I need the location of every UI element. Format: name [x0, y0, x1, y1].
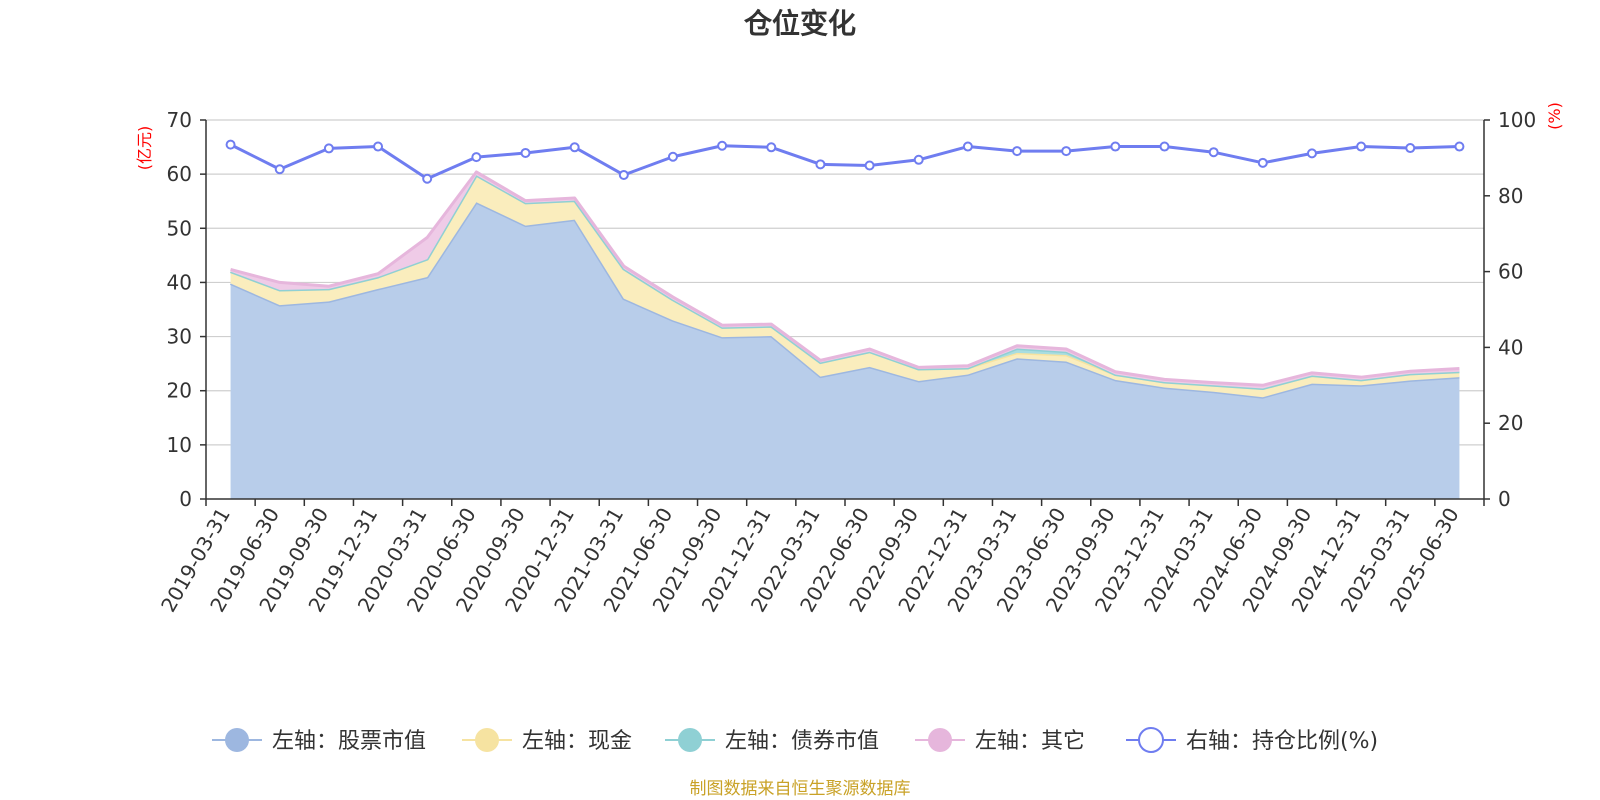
right-tick-label: 40 — [1498, 335, 1523, 359]
left-tick-label: 20 — [167, 379, 192, 403]
legend-item[interactable]: 左轴：股票市值 — [212, 728, 426, 754]
ratio-point — [569, 142, 580, 153]
ratio-line — [229, 143, 1460, 181]
left-tick-label: 50 — [167, 216, 192, 240]
ratio-point — [1454, 141, 1465, 152]
area-series — [229, 170, 1460, 499]
ratio-point — [667, 151, 678, 162]
legend-marker — [678, 728, 702, 752]
ratio-point — [520, 147, 531, 158]
ratio-point — [1061, 146, 1072, 157]
chart-title: 仓位变化 — [744, 7, 856, 40]
right-tick-label: 60 — [1498, 260, 1523, 284]
ratio-point — [913, 154, 924, 165]
legend-item[interactable]: 右轴：持仓比例(%) — [1126, 727, 1378, 754]
legend: 左轴：股票市值 左轴：现金 左轴：债券市值 左轴：其它 右轴：持仓比例(%) — [212, 727, 1378, 754]
ratio-point — [618, 169, 629, 180]
source-note: 制图数据来自恒生聚源数据库 — [690, 779, 911, 799]
ratio-point — [864, 160, 875, 171]
ratio-point — [471, 152, 482, 163]
ratio-point — [373, 141, 384, 152]
left-tick-label: 30 — [167, 325, 192, 349]
left-tick-label: 40 — [167, 270, 192, 294]
left-tick-label: 70 — [167, 108, 192, 132]
left-tick-label: 10 — [167, 433, 192, 457]
right-tick-label: 100 — [1498, 108, 1536, 132]
legend-item[interactable]: 左轴：债券市值 — [665, 728, 879, 754]
legend-label: 右轴：持仓比例(%) — [1186, 729, 1378, 754]
right-axis-name: (%) — [1545, 102, 1564, 130]
left-tick-label: 60 — [167, 162, 192, 186]
legend-label: 左轴：债券市值 — [725, 729, 879, 754]
ratio-point — [815, 159, 826, 170]
ratio-point — [1159, 141, 1170, 152]
legend-marker — [475, 728, 499, 752]
right-tick-label: 20 — [1498, 411, 1523, 435]
ratio-point — [717, 140, 728, 151]
ratio-point — [1257, 157, 1268, 168]
legend-label: 左轴：现金 — [522, 729, 632, 754]
ratio-line-series — [225, 139, 1465, 184]
ratio-point — [962, 141, 973, 152]
ratio-point — [422, 173, 433, 184]
ratio-point — [766, 142, 777, 153]
legend-marker — [225, 728, 249, 752]
area-0 — [230, 202, 1460, 499]
ratio-point — [225, 139, 236, 150]
left-tick-label: 0 — [179, 487, 192, 511]
right-tick-label: 80 — [1498, 184, 1523, 208]
legend-label: 左轴：股票市值 — [272, 729, 426, 754]
legend-marker — [1138, 727, 1164, 753]
right-tick-label: 0 — [1498, 487, 1511, 511]
ratio-point — [1110, 141, 1121, 152]
legend-item[interactable]: 左轴：现金 — [462, 728, 632, 754]
ratio-point — [1306, 148, 1317, 159]
legend-item[interactable]: 左轴：其它 — [915, 728, 1085, 754]
ratio-point — [274, 164, 285, 175]
legend-label: 左轴：其它 — [975, 729, 1085, 754]
area-edge-3 — [230, 170, 1460, 387]
legend-marker — [928, 728, 952, 752]
ratio-point — [1012, 146, 1023, 157]
ratio-point — [1356, 141, 1367, 152]
left-axis-name: (亿元) — [135, 126, 154, 171]
ratio-point — [1405, 143, 1416, 154]
ratio-point — [1208, 147, 1219, 158]
ratio-point — [323, 143, 334, 154]
